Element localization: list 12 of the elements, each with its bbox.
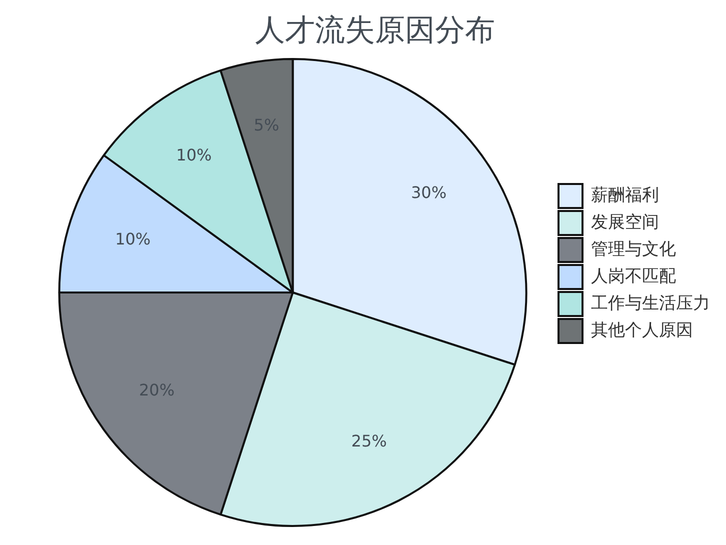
data-label: 20%	[138, 380, 175, 400]
legend-label: 管理与文化	[591, 239, 676, 260]
legend-label: 工作与生活压力	[591, 293, 710, 314]
legend-label: 发展空间	[591, 212, 659, 232]
data-label: 30%	[410, 182, 447, 202]
data-label: 25%	[351, 431, 387, 450]
legend-label: 其他个人原因	[591, 320, 693, 340]
legend-label: 薪酬福利	[591, 185, 659, 206]
legend-label: 人岗不匹配	[591, 266, 676, 286]
chart-title: 人才流失原因分布	[255, 12, 495, 48]
data-label: 10%	[176, 146, 212, 165]
data-label: 10%	[115, 230, 151, 249]
